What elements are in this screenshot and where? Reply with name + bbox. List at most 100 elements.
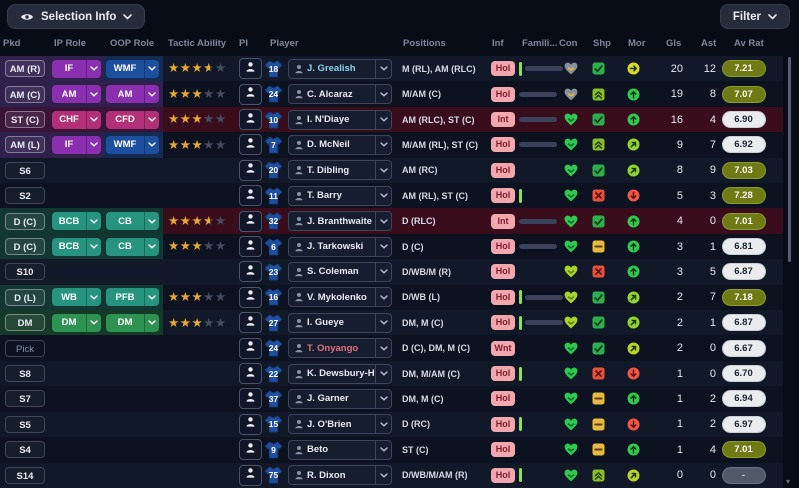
person-icon — [245, 415, 256, 433]
player-instructions-button[interactable] — [239, 159, 262, 181]
player-row: S14 75 R. Dixon D/WB/M/AM (R) Hol 0 0- — [0, 462, 783, 488]
player-instructions-button[interactable] — [239, 388, 262, 410]
pkd-badge: ST (C) — [5, 111, 45, 129]
filter-button[interactable]: Filter — [719, 4, 790, 29]
pkd-badge: S7 — [5, 390, 45, 408]
col-positions[interactable]: Positions — [403, 38, 446, 49]
player-select[interactable]: V. Mykolenko — [288, 287, 392, 308]
ip-role-select[interactable]: BCB — [52, 237, 101, 256]
player-instructions-button[interactable] — [239, 109, 262, 131]
player-instructions-button[interactable] — [239, 413, 262, 435]
col-pkd[interactable]: Pkd — [3, 38, 21, 49]
player-select[interactable]: T. Dibling — [288, 160, 392, 181]
col-player[interactable]: Player — [270, 38, 299, 49]
player-face-icon — [294, 369, 304, 379]
oop-role-select[interactable]: CB — [106, 212, 159, 231]
col-inf[interactable]: Inf — [492, 38, 504, 49]
oop-role-select[interactable]: AM — [106, 85, 159, 104]
col-condition[interactable]: Con — [559, 38, 578, 49]
col-goals[interactable]: Gls — [666, 38, 682, 49]
oop-role-select[interactable]: WMF — [106, 135, 159, 154]
col-ip-role[interactable]: IP Role — [54, 38, 87, 49]
info-badge: Hol — [491, 467, 515, 483]
player-select[interactable]: J. O'Brien — [288, 414, 392, 435]
player-instructions-button[interactable] — [239, 439, 262, 461]
player-name: J. Tarkowski — [307, 241, 364, 253]
player-instructions-button[interactable] — [239, 464, 262, 486]
player-select[interactable]: J. Tarkowski — [288, 236, 392, 257]
oop-role-select[interactable]: PFB — [106, 288, 159, 307]
ip-role-select[interactable]: AM — [52, 85, 101, 104]
condition-heart-icon — [562, 158, 579, 183]
shirt-number-icon: 75 — [264, 466, 283, 484]
player-instructions-button[interactable] — [239, 185, 262, 207]
player-instructions-button[interactable] — [239, 134, 262, 156]
oop-role-select[interactable]: DM — [106, 313, 159, 332]
col-pi[interactable]: PI — [239, 38, 248, 49]
sharpness-icon — [591, 183, 606, 208]
familiarity-bar — [519, 117, 557, 123]
col-tactic-ability[interactable]: Tactic Ability — [168, 38, 227, 49]
player-instructions-button[interactable] — [239, 363, 262, 385]
player-name: T. Dibling — [307, 164, 350, 176]
ip-role-select[interactable]: IF — [52, 135, 101, 154]
player-select[interactable]: I. N'Diaye — [288, 109, 392, 130]
col-oop-role[interactable]: OOP Role — [110, 38, 155, 49]
chevron-down-icon — [376, 218, 391, 224]
oop-role-select[interactable]: CB — [106, 237, 159, 256]
col-assists[interactable]: Ast — [701, 38, 717, 49]
selection-info-button[interactable]: Selection Info — [7, 4, 146, 29]
col-familiarity[interactable]: Famili... — [522, 38, 558, 49]
col-average-rating[interactable]: Av Rat — [734, 38, 764, 49]
ip-role-select[interactable]: CHF — [52, 110, 101, 129]
oop-role-select[interactable]: WMF — [106, 59, 159, 78]
ip-role-select[interactable]: DM — [52, 313, 101, 332]
player-face-icon — [294, 115, 304, 125]
player-row: D (C) BCB CB ★ ★ ★ ★ ★ 6 J. Tarkowski D (C) Hol 3 1 6.… — [0, 233, 783, 260]
scrollbar[interactable] — [788, 57, 791, 262]
player-select[interactable]: J. Garner — [288, 388, 392, 409]
player-instructions-button[interactable] — [239, 58, 262, 80]
condition-heart-icon — [562, 208, 579, 233]
positions-text: ST (C) — [402, 444, 429, 455]
player-select[interactable]: T. Barry — [288, 185, 392, 206]
assists-value: 4 — [709, 443, 716, 456]
player-select[interactable]: S. Coleman — [288, 261, 392, 282]
oop-role-select[interactable]: CFD — [106, 110, 159, 129]
pkd-badge: S2 — [5, 187, 45, 205]
player-select[interactable]: D. McNeil — [288, 134, 392, 155]
sharpness-icon — [591, 107, 606, 132]
col-sharpness[interactable]: Shp — [593, 38, 611, 49]
oop-role-select-label: CB — [118, 215, 132, 227]
scroll-down-icon[interactable]: ▾ — [786, 477, 791, 486]
tactic-ability-stars: ★ ★ ★ ★ ★ — [168, 315, 227, 330]
ip-role-select[interactable]: IF — [52, 59, 101, 78]
player-select[interactable]: I. Gueye — [288, 312, 392, 333]
player-select[interactable]: J. Grealish — [288, 58, 392, 79]
player-instructions-button[interactable] — [239, 312, 262, 334]
average-rating-badge: 7.21 — [721, 60, 766, 78]
ip-role-select[interactable]: WB — [52, 288, 101, 307]
positions-text: DM, M (C) — [402, 393, 444, 404]
player-select[interactable]: K. Dewsbury-Hall — [288, 363, 392, 384]
player-name: K. Dewsbury-Hall — [307, 368, 375, 380]
player-select[interactable]: T. Onyango — [288, 338, 392, 359]
player-instructions-button[interactable] — [239, 286, 262, 308]
player-instructions-button[interactable] — [239, 83, 262, 105]
ip-role-select-label: IF — [64, 63, 74, 75]
player-instructions-button[interactable] — [239, 337, 262, 359]
player-instructions-button[interactable] — [239, 236, 262, 258]
assists-value: 0 — [709, 342, 716, 355]
player-select[interactable]: Beto — [288, 439, 392, 460]
familiarity-pip — [519, 61, 522, 76]
familiarity-pip — [519, 315, 522, 330]
player-select[interactable]: J. Branthwaite — [288, 211, 392, 232]
player-instructions-button[interactable] — [239, 261, 262, 283]
col-morale[interactable]: Mor — [628, 38, 646, 49]
info-badge: Hol — [491, 366, 515, 382]
familiarity-bar — [519, 244, 557, 250]
player-select[interactable]: C. Alcaraz — [288, 84, 392, 105]
player-instructions-button[interactable] — [239, 210, 262, 232]
ip-role-select[interactable]: BCB — [52, 212, 101, 231]
player-select[interactable]: R. Dixon — [288, 465, 392, 486]
